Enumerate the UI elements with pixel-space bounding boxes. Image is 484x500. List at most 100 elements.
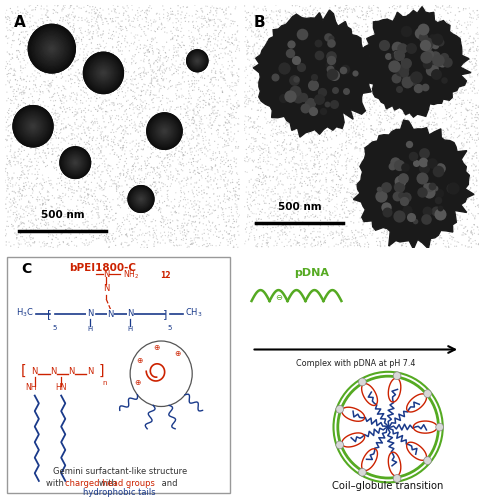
Point: [64, 240, 72, 248]
Circle shape: [424, 456, 431, 464]
Point: [126, 184, 134, 192]
Point: [89, 30, 97, 38]
Point: [380, 89, 388, 97]
Point: [289, 145, 297, 153]
Point: [280, 146, 287, 154]
Point: [141, 210, 149, 218]
Point: [427, 182, 435, 190]
Point: [124, 212, 132, 220]
Point: [454, 42, 462, 50]
Point: [223, 228, 230, 236]
Point: [112, 134, 120, 141]
Point: [98, 31, 106, 39]
Point: [454, 18, 461, 26]
Point: [439, 176, 447, 184]
Point: [273, 56, 281, 64]
Point: [373, 42, 380, 50]
Point: [372, 151, 379, 159]
Point: [306, 80, 314, 88]
Point: [52, 156, 60, 164]
Point: [297, 164, 304, 172]
Point: [226, 136, 233, 144]
Point: [80, 194, 88, 202]
Point: [358, 158, 366, 166]
Point: [403, 104, 411, 112]
Point: [156, 66, 164, 74]
Point: [298, 161, 306, 169]
Point: [57, 43, 65, 51]
Point: [348, 155, 356, 163]
Point: [397, 42, 405, 50]
Point: [142, 172, 150, 180]
Point: [366, 46, 374, 54]
Point: [120, 214, 127, 222]
Point: [325, 82, 333, 90]
Point: [345, 44, 353, 52]
Point: [459, 170, 467, 177]
Point: [428, 36, 436, 44]
Point: [103, 136, 111, 143]
Point: [156, 154, 164, 162]
Point: [140, 68, 148, 76]
Point: [407, 34, 415, 42]
Point: [376, 128, 383, 136]
Point: [383, 168, 391, 176]
Point: [73, 166, 80, 174]
Point: [388, 87, 395, 95]
Point: [77, 96, 85, 104]
Point: [337, 230, 345, 238]
Point: [260, 230, 268, 238]
Point: [316, 44, 324, 52]
Point: [340, 184, 348, 192]
Point: [153, 72, 161, 80]
Point: [1, 166, 9, 174]
Point: [60, 5, 67, 13]
Point: [306, 176, 314, 184]
Point: [133, 236, 141, 244]
Point: [418, 231, 426, 239]
Point: [4, 66, 12, 74]
Point: [474, 202, 482, 209]
Point: [242, 136, 250, 143]
Point: [397, 167, 405, 175]
Point: [172, 25, 180, 33]
Point: [467, 229, 475, 237]
Point: [161, 216, 169, 224]
Point: [166, 156, 174, 164]
Point: [189, 155, 197, 163]
Point: [175, 94, 183, 102]
Point: [423, 24, 430, 32]
Point: [30, 48, 38, 56]
Point: [5, 132, 13, 140]
Point: [282, 39, 289, 47]
Point: [363, 178, 371, 186]
Point: [69, 206, 76, 214]
Point: [81, 113, 89, 121]
Point: [222, 182, 229, 190]
Point: [89, 22, 96, 30]
Point: [223, 152, 231, 160]
Point: [406, 234, 413, 241]
Point: [70, 22, 77, 30]
Point: [454, 223, 462, 231]
Point: [377, 200, 384, 207]
Point: [247, 228, 255, 236]
Point: [118, 240, 125, 248]
Point: [15, 240, 23, 248]
Point: [311, 148, 318, 156]
Point: [195, 140, 203, 147]
Point: [426, 137, 434, 145]
Point: [304, 165, 312, 173]
Point: [128, 176, 136, 184]
Point: [359, 4, 366, 12]
Point: [89, 136, 96, 144]
Point: [255, 122, 262, 130]
Point: [168, 148, 176, 156]
Point: [253, 215, 260, 223]
Point: [224, 212, 232, 220]
Point: [402, 27, 409, 35]
Point: [475, 70, 483, 78]
Point: [310, 184, 318, 192]
Point: [22, 78, 30, 86]
Point: [387, 204, 395, 212]
